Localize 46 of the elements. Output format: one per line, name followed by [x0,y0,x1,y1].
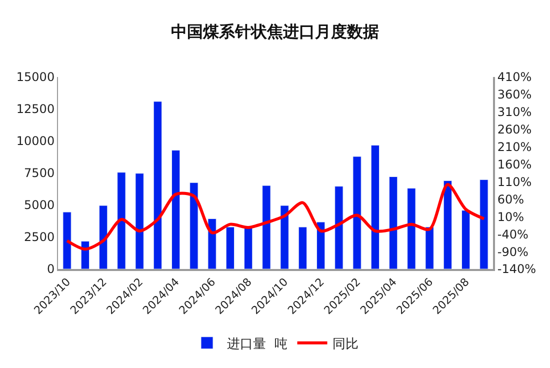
y-tick-label: 15000 [16,70,55,84]
bar [117,172,126,269]
legend-label: 同比 [332,336,358,352]
bar [98,205,108,269]
y2-tick-label: 260% [497,122,532,137]
bar [208,218,216,269]
bar [352,156,362,269]
bar [171,150,180,269]
bar [298,226,308,269]
bar [316,222,326,269]
y-tick-label: 10000 [16,134,55,148]
y-tick-label: 5000 [24,198,55,212]
bar [262,185,271,269]
bar [280,205,289,269]
y-tick-label: 12500 [16,102,55,116]
line-series [66,183,486,251]
bar [135,173,144,269]
y2-tick-label: 410% [497,70,532,84]
bar [244,228,253,269]
bar [334,186,344,269]
y-tick-label: 7500 [24,166,55,180]
y-tick-label: 2500 [24,230,55,244]
y-tick-label: 0 [46,262,55,276]
bar [443,180,452,269]
bar [461,210,470,269]
y2-tick-label: 110% [497,174,532,189]
y2-tick-label: 360% [497,88,532,102]
bar [153,101,162,269]
legend-label: 进口量 吨 [227,336,288,352]
bar [370,144,380,269]
y2-tick-label: -140% [497,262,536,276]
y2-tick-label: -90% [497,244,528,259]
bar [190,182,198,269]
bar [226,226,235,269]
bar [425,226,434,269]
bar [480,179,488,269]
y2-tick-label: -40% [497,227,528,242]
chart-title: 中国煤系针状焦进口月度数据 [171,22,379,41]
y2-tick-label: 160% [497,157,532,172]
bar [407,188,416,269]
y2-tick-label: 210% [497,140,532,154]
y2-tick-label: 60% [497,192,524,206]
bar [62,212,72,269]
y2-tick-label: 10% [497,210,524,224]
bar [388,176,398,269]
y2-tick-label: 310% [497,105,532,120]
